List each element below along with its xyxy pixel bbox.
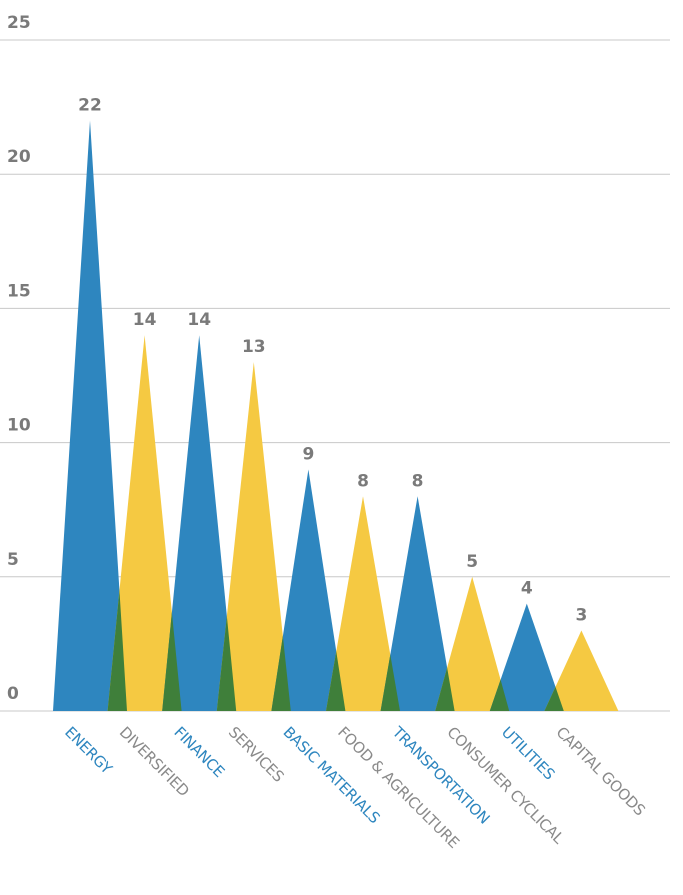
x-label-energy: ENERGY — [61, 723, 116, 778]
y-axis-ticks: 0 5 10 15 20 25 — [7, 13, 31, 704]
bar-diversified — [107, 335, 182, 711]
y-tick-0: 0 — [7, 684, 19, 704]
data-label: 3 — [575, 605, 587, 625]
bar-energy — [53, 120, 127, 711]
bar-transportation — [380, 496, 455, 711]
data-labels: 22 14 14 13 9 8 8 5 4 3 — [78, 96, 587, 626]
data-label: 8 — [412, 471, 424, 491]
bar-services — [216, 362, 291, 711]
bars — [53, 120, 619, 711]
data-label: 22 — [78, 96, 102, 116]
bar-basic-materials — [271, 469, 346, 711]
y-tick-25: 25 — [7, 13, 31, 33]
y-tick-10: 10 — [7, 416, 31, 436]
data-label: 8 — [357, 471, 369, 491]
x-label-basic-materials: BASIC MATERIALS — [280, 723, 384, 827]
data-label: 13 — [242, 337, 266, 357]
bar-utilities — [489, 603, 564, 711]
bar-capital-goods — [544, 630, 619, 711]
y-tick-20: 20 — [7, 147, 31, 167]
y-tick-15: 15 — [7, 281, 31, 301]
bar-consumer-cyclical — [435, 576, 510, 711]
y-tick-5: 5 — [7, 550, 19, 570]
bar-food-agriculture — [326, 496, 400, 711]
x-label-services: SERVICES — [225, 723, 287, 785]
data-label: 14 — [187, 310, 211, 330]
x-label-finance: FINANCE — [170, 723, 228, 781]
data-label: 14 — [133, 310, 157, 330]
data-label: 4 — [521, 579, 533, 599]
x-label-capital-goods: CAPITAL GOODS — [553, 723, 649, 819]
x-label-transportation: TRANSPORTATION — [388, 722, 493, 827]
data-label: 5 — [466, 552, 478, 572]
data-label: 9 — [302, 444, 314, 464]
bar-finance — [162, 335, 237, 711]
